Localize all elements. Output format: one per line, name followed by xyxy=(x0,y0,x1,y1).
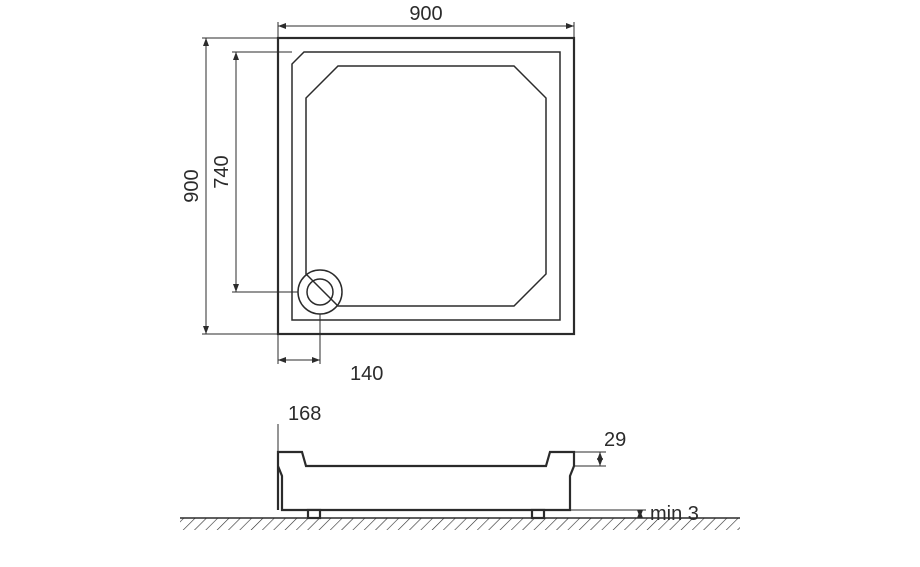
dim-drain-offset: 140 xyxy=(350,363,383,385)
dim-rim-height: 29 xyxy=(604,429,626,451)
foot-left xyxy=(308,510,320,518)
dim-top-width: 900 xyxy=(409,3,442,25)
technical-drawing: 900 900 740 140 168 29 min 3 xyxy=(0,0,920,567)
side-profile xyxy=(278,452,574,510)
dim-side-height: 168 xyxy=(288,403,321,425)
dim-left-inner: 740 xyxy=(211,155,233,188)
foot-right xyxy=(532,510,544,518)
dim-left-outer: 900 xyxy=(181,169,203,202)
dim-ground-gap: min 3 xyxy=(650,503,699,525)
